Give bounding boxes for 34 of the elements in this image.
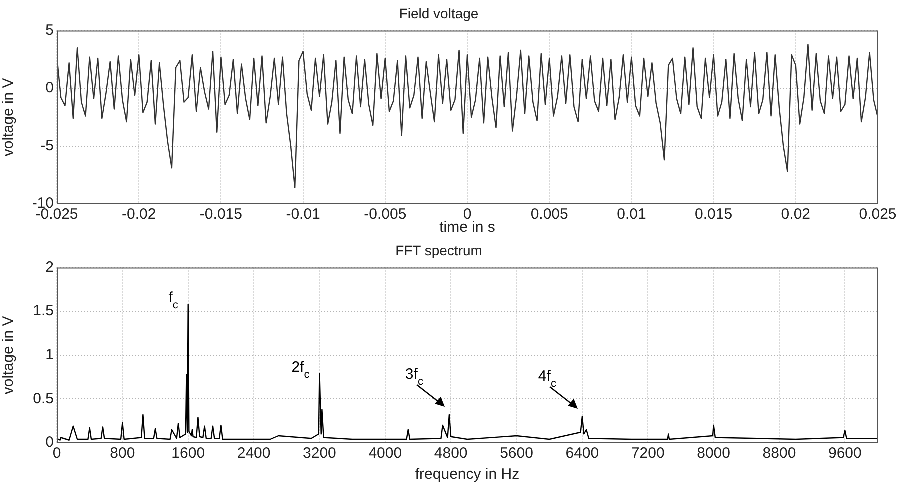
- y-tick-label: 1.5: [33, 302, 54, 320]
- x-tick-label: -0.01: [286, 206, 320, 224]
- y-tick-label: 0: [46, 80, 54, 97]
- x-tick-label: 0.005: [530, 206, 568, 224]
- y-tick-label: 2: [46, 258, 54, 276]
- y-tick-label: 0: [46, 434, 54, 452]
- x-tick-label: 7200: [631, 445, 665, 462]
- x-tick-label: 0.025: [859, 206, 897, 224]
- x-tick-label: 8000: [697, 445, 730, 462]
- y-tick-label: -5: [40, 137, 54, 154]
- x-tick-label: 4000: [368, 445, 402, 462]
- x-tick-label: 2400: [237, 445, 271, 462]
- x-tick-label: 6400: [566, 445, 600, 462]
- x-tick-label: 0.02: [781, 206, 810, 224]
- x-tick-label: 1600: [172, 445, 206, 462]
- y-axis-title: voltage in V: [0, 78, 18, 157]
- x-tick-label: 0.015: [695, 206, 733, 224]
- x-tick-label: 8800: [762, 445, 796, 462]
- y-tick-label: 0.5: [33, 390, 54, 408]
- y-tick-label: 1: [46, 346, 54, 364]
- x-axis-title: frequency in Hz: [415, 466, 520, 484]
- x-tick-label: -0.02: [122, 206, 156, 224]
- x-tick-label: 5600: [500, 445, 534, 462]
- x-tick-label: -0.015: [200, 206, 242, 224]
- x-tick-label: 9600: [828, 445, 862, 462]
- x-tick-label: 4800: [434, 445, 468, 462]
- x-tick-label: -0.005: [364, 206, 407, 224]
- x-tick-label: 800: [110, 445, 136, 462]
- chart-title: FFT spectrum: [396, 242, 482, 258]
- chart-title: Field voltage: [399, 5, 479, 22]
- y-tick-label: 5: [46, 22, 54, 39]
- y-axis-title: voltage in V: [0, 316, 18, 395]
- x-tick-label: 0.01: [617, 206, 646, 224]
- x-tick-label: 3200: [303, 445, 336, 462]
